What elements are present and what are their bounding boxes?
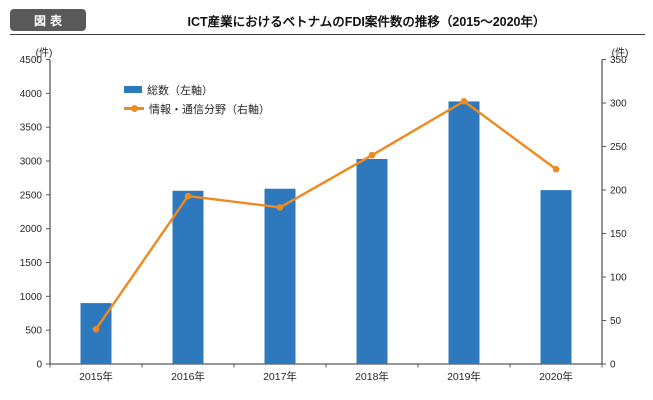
right-axis-tick-label: 300: [610, 99, 627, 110]
bar-2017年: [264, 188, 296, 364]
chart-area: 0 500 1000 1500 2000 2500 3000 3500 4000 4500 0 50 1…: [0, 40, 653, 400]
line-marker-2016年: [184, 192, 192, 200]
bar-series-swatch: [124, 86, 142, 93]
line-marker-2020年: [552, 165, 560, 173]
line-marker-dot: [131, 105, 138, 113]
x-axis-category-label: 2020年: [539, 370, 573, 383]
left-axis-tick-label: 1500: [20, 258, 43, 269]
line-series-path: [94, 100, 558, 331]
left-axis-tick-label: 4500: [20, 55, 43, 66]
chart-title: ICT産業におけるベトナムのFDI案件数の推移（2015～2020年）: [187, 15, 546, 29]
x-axis-category-label: 2017年: [263, 370, 297, 383]
line-marker-2015年: [92, 325, 100, 333]
bar-2020年: [540, 190, 572, 364]
right-axis-unit-label: (件): [611, 48, 629, 59]
left-axis-tick-label: 3500: [20, 123, 43, 134]
x-axis-category-label: 2016年: [171, 370, 205, 383]
left-axis-tick-label: 2000: [20, 224, 43, 235]
right-axis-tick-label: 250: [610, 142, 627, 153]
legend: 総数（左軸） 情報・通信分野（右軸）: [124, 83, 270, 116]
left-axis-tick-label: 1000: [20, 292, 43, 303]
right-axis-tick-label: 150: [610, 229, 627, 240]
right-axis-tick-label: 50: [610, 316, 622, 327]
x-axis-category-label: 2018年: [355, 370, 389, 383]
left-axis-tick-label: 3000: [20, 157, 43, 168]
header-divider: [10, 34, 645, 35]
bar-2016年: [172, 190, 204, 364]
left-axis-tick-label: 0: [36, 360, 42, 371]
line-marker-2018年: [368, 151, 376, 159]
left-axis-tick-label: 500: [25, 326, 42, 337]
chart-canvas: 0 500 1000 1500 2000 2500 3000 3500 4000 4500 0 50 1…: [20, 55, 627, 383]
legend-label-total: 総数（左軸）: [147, 84, 213, 97]
x-axis-category-label: 2019年: [447, 370, 481, 383]
right-axis-tick-label: 350: [610, 55, 627, 66]
bar-2018年: [356, 158, 388, 364]
right-axis-tick-label: 0: [610, 360, 616, 371]
right-axis-tick-label: 100: [610, 273, 627, 284]
left-axis-unit-label: (件): [35, 48, 53, 59]
figure-badge: 図表: [10, 9, 86, 31]
legend-item-total: 総数（左軸）: [124, 83, 270, 97]
left-axis-tick-label: 4000: [20, 89, 43, 100]
bar-2019年: [448, 101, 480, 364]
line-marker-2017年: [276, 204, 284, 211]
left-axis-tick-label: 2500: [20, 190, 43, 201]
right-axis-tick-label: 200: [610, 186, 627, 197]
line-series-swatch: [124, 105, 144, 113]
legend-label-ict: 情報・通信分野（右軸）: [149, 103, 270, 116]
line-marker-2019年: [460, 97, 468, 105]
x-axis-category-label: 2015年: [79, 370, 113, 383]
legend-item-ict: 情報・通信分野（右軸）: [124, 102, 270, 116]
